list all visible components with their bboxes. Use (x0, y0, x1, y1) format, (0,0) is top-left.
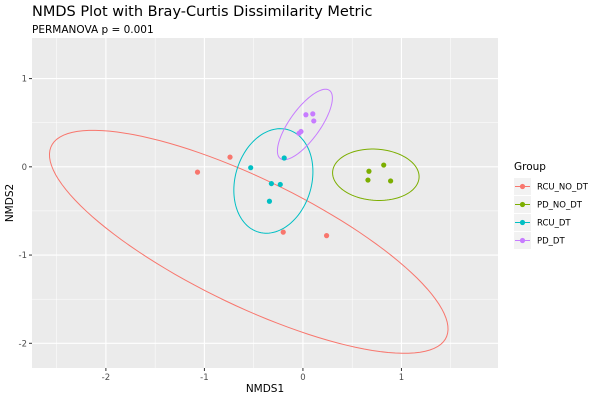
point-rcu-no-dt (323, 233, 330, 239)
y-tick-label: -2 (19, 339, 27, 349)
legend-label-rcu-no-dt: RCU_NO_DT (537, 183, 589, 193)
point-rcu-dt (266, 198, 273, 204)
x-tick-label: 0 (300, 373, 305, 383)
ellipse-rcu-dt (233, 128, 314, 234)
point-rcu-no-dt (194, 169, 201, 175)
point-pd-no-dt (381, 162, 387, 168)
point-rcu-dt (281, 155, 287, 161)
legend-key-point (519, 201, 526, 208)
x-tick-label: 1 (399, 373, 404, 383)
point-pd-dt (310, 111, 316, 117)
point-pd-no-dt (366, 168, 372, 174)
ellipse-rcu-no-dt (48, 129, 449, 354)
legend-label-pd-no-dt: PD_NO_DT (537, 201, 583, 211)
y-axis-title: NMDS2 (4, 184, 16, 222)
grid-lines (32, 38, 498, 368)
legend-label-pd-dt: PD_DT (537, 237, 565, 247)
legend-items: RCU_NO_DT PD_NO_DT RCU_DT PD_DT (514, 178, 589, 249)
point-rcu-dt (277, 181, 283, 188)
ellipse-pd-no-dt (332, 148, 420, 201)
data-points (194, 111, 394, 239)
legend-title: Group (514, 161, 546, 173)
point-pd-no-dt (388, 178, 394, 184)
confidence-ellipses (48, 88, 449, 354)
y-tick-label: 0 (22, 163, 27, 173)
axis-ticks: -2 -1 0 1 1 0 -1 -2 (19, 75, 405, 383)
chart-title: NMDS Plot with Bray-Curtis Dissimilarity… (32, 4, 373, 20)
point-rcu-dt (268, 180, 275, 187)
legend-label-rcu-dt: RCU_DT (537, 219, 571, 229)
point-pd-dt (298, 128, 304, 135)
point-rcu-dt (248, 165, 254, 171)
y-tick-label: -1 (19, 251, 27, 261)
plot-panel (32, 38, 498, 368)
x-tick-label: -2 (102, 373, 110, 383)
point-rcu-no-dt (227, 154, 233, 160)
x-tick-label: -1 (200, 373, 208, 383)
point-rcu-no-dt (280, 229, 286, 235)
legend-key-point (519, 183, 526, 190)
ellipse-pd-dt (276, 88, 333, 161)
legend-key-point (519, 219, 526, 226)
legend-key-point (519, 237, 526, 244)
point-pd-dt (311, 118, 317, 124)
legend: Group RCU_NO_DT PD_NO_DT RCU_DT PD_DT (514, 161, 589, 249)
x-axis-title: NMDS1 (246, 383, 284, 395)
point-pd-dt (303, 112, 309, 118)
point-pd-no-dt (365, 177, 371, 183)
y-tick-label: 1 (22, 75, 27, 85)
chart-subtitle: PERMANOVA p = 0.001 (32, 24, 154, 36)
